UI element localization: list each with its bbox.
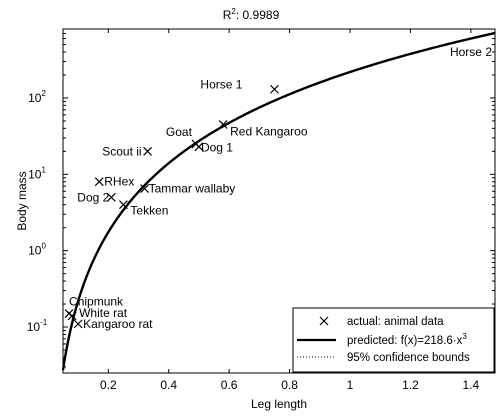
data-point-label: Kangaroo rat: [83, 317, 153, 331]
data-point-label: Tekken: [130, 204, 168, 218]
data-point-label: Horse 1: [200, 77, 242, 91]
data-point-label: Scout ii: [102, 144, 141, 158]
x-tick-label: 0.4: [160, 378, 177, 392]
chart-title-sup: 2: [231, 7, 236, 16]
y-tick-label: 101: [28, 165, 46, 181]
predicted-curve: [61, 31, 496, 371]
data-point: [106, 192, 116, 202]
data-point: [94, 177, 104, 187]
x-tick-label: 0.2: [100, 378, 117, 392]
x-tick-label: 0.6: [221, 378, 238, 392]
data-point-label: Red Kangaroo: [230, 124, 308, 138]
legend-entry-predicted-sup: 3: [462, 332, 467, 341]
legend-marker-x-icon: [319, 316, 329, 326]
chart-title: R2: 0.9989: [223, 7, 280, 22]
data-point: [140, 184, 149, 194]
data-point: [218, 120, 228, 129]
data-point: [143, 146, 153, 156]
points-layer: [64, 84, 279, 329]
legend: actual: animal data predicted: f(x)=218.…: [292, 307, 495, 373]
y-axis-label: Body mass: [15, 171, 29, 230]
legend-entry-confidence: 95% confidence bounds: [347, 352, 470, 364]
data-point-label: Chipmunk: [69, 295, 124, 309]
data-point-label: Tammar wallaby: [149, 182, 236, 196]
data-point-label: Dog 2: [77, 190, 109, 204]
x-tick-label: 1.4: [462, 378, 479, 392]
data-point-label: Goat: [166, 125, 193, 139]
data-point: [270, 84, 279, 94]
labels-layer: Horse 1 Red Kangaroo Goat Dog 1 Scout ii RHex…: [69, 45, 492, 331]
data-point-label: Dog 1: [201, 141, 233, 155]
legend-entry-actual: actual: animal data: [347, 316, 444, 328]
x-tick-label: 1.2: [402, 378, 419, 392]
y-tick-label: 10-1: [27, 318, 48, 334]
data-point-label: RHex: [104, 175, 134, 189]
x-tick-label: 1: [347, 378, 354, 392]
data-point: [194, 142, 204, 152]
legend-entry-predicted: predicted: f(x)=218.6·x3: [347, 332, 467, 347]
y-tick-label: 102: [28, 89, 46, 105]
x-tick-label: 0.8: [281, 378, 298, 392]
annotation-label: Horse 2: [450, 45, 492, 59]
data-point: [118, 200, 128, 210]
curve-layer: [61, 31, 496, 371]
data-point-label: White rat: [79, 306, 128, 320]
x-axis-label: Leg length: [251, 397, 307, 411]
ticks-layer: 0.2 0.4 0.6 0.8 1 1.2 1.4 10-1 100 101 102: [27, 28, 495, 392]
chart-title-value: : 0.9989: [236, 8, 280, 22]
data-point: [73, 319, 83, 329]
data-point: [67, 311, 77, 321]
y-tick-label: 100: [28, 242, 46, 258]
